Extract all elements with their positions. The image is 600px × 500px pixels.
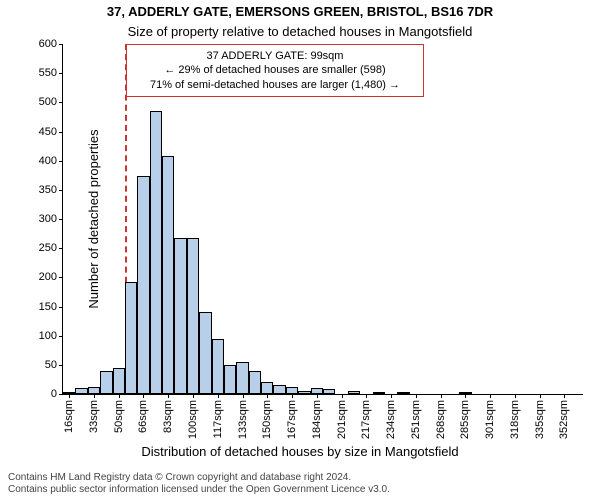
x-tick-label: 83sqm [162, 394, 174, 433]
x-tick-label: 318sqm [509, 394, 521, 439]
x-tick-label: 133sqm [237, 394, 249, 439]
x-tick-label: 184sqm [311, 394, 323, 439]
x-tick-label: 335sqm [534, 394, 546, 439]
histogram-bar [323, 389, 335, 394]
histogram-bar [236, 362, 248, 394]
y-tick-label: 350 [39, 184, 63, 196]
y-tick-label: 550 [39, 67, 63, 79]
histogram-bar [199, 312, 211, 394]
histogram-bar [100, 371, 112, 394]
y-tick-label: 500 [39, 96, 63, 108]
y-tick-label: 600 [39, 38, 63, 50]
x-tick-label: 150sqm [261, 394, 273, 439]
histogram-bar [125, 282, 137, 394]
histogram-bar [298, 391, 310, 394]
y-tick-label: 150 [39, 301, 63, 313]
histogram-bar [162, 156, 174, 394]
histogram-bar [224, 365, 236, 394]
x-tick-label: 251sqm [410, 394, 422, 439]
x-tick-label: 217sqm [360, 394, 372, 439]
x-tick-label: 117sqm [212, 394, 224, 438]
credits: Contains HM Land Registry data © Crown c… [8, 472, 390, 496]
y-tick-label: 50 [45, 359, 63, 371]
x-tick-label: 268sqm [435, 394, 447, 439]
x-tick-label: 16sqm [63, 394, 75, 433]
histogram-bar [249, 371, 261, 394]
y-tick-label: 200 [39, 271, 63, 283]
x-tick-label: 33sqm [88, 394, 100, 433]
y-tick-label: 250 [39, 242, 63, 254]
chart-title-sub: Size of property relative to detached ho… [0, 24, 600, 39]
y-tick-label: 300 [39, 213, 63, 225]
x-tick-label: 285sqm [459, 394, 471, 439]
histogram-chart: 37, ADDERLY GATE, EMERSONS GREEN, BRISTO… [0, 0, 600, 500]
credits-line-1: Contains HM Land Registry data © Crown c… [8, 472, 390, 484]
x-tick-label: 50sqm [113, 394, 125, 433]
histogram-bar [174, 238, 186, 394]
histogram-bar [212, 339, 224, 394]
x-tick-label: 301sqm [484, 394, 496, 439]
histogram-bar [273, 385, 285, 394]
histogram-bar [187, 238, 199, 394]
histogram-bar [137, 176, 149, 394]
x-tick-label: 167sqm [286, 394, 298, 439]
histogram-bar [150, 111, 162, 395]
histogram-bar [373, 392, 385, 394]
x-tick-label: 234sqm [385, 394, 397, 439]
y-tick-label: 400 [39, 155, 63, 167]
histogram-bar [113, 368, 125, 394]
y-tick-label: 100 [39, 330, 63, 342]
y-tick-label: 450 [39, 126, 63, 138]
y-tick-label: 0 [51, 388, 63, 400]
plot-area: 05010015020025030035040045050055060016sq… [62, 44, 583, 395]
x-axis-label: Distribution of detached houses by size … [0, 444, 600, 459]
x-tick-label: 66sqm [137, 394, 149, 433]
histogram-bar [397, 392, 409, 394]
chart-title-main: 37, ADDERLY GATE, EMERSONS GREEN, BRISTO… [0, 4, 600, 19]
histogram-bar [75, 388, 87, 394]
x-tick-label: 352sqm [558, 394, 570, 439]
x-tick-label: 201sqm [336, 394, 348, 439]
histogram-bar [348, 391, 360, 394]
histogram-bar [88, 387, 100, 394]
credits-line-2: Contains public sector information licen… [8, 484, 390, 496]
histogram-bar [286, 387, 298, 394]
histogram-bar [261, 382, 273, 394]
x-tick-label: 100sqm [187, 394, 199, 439]
